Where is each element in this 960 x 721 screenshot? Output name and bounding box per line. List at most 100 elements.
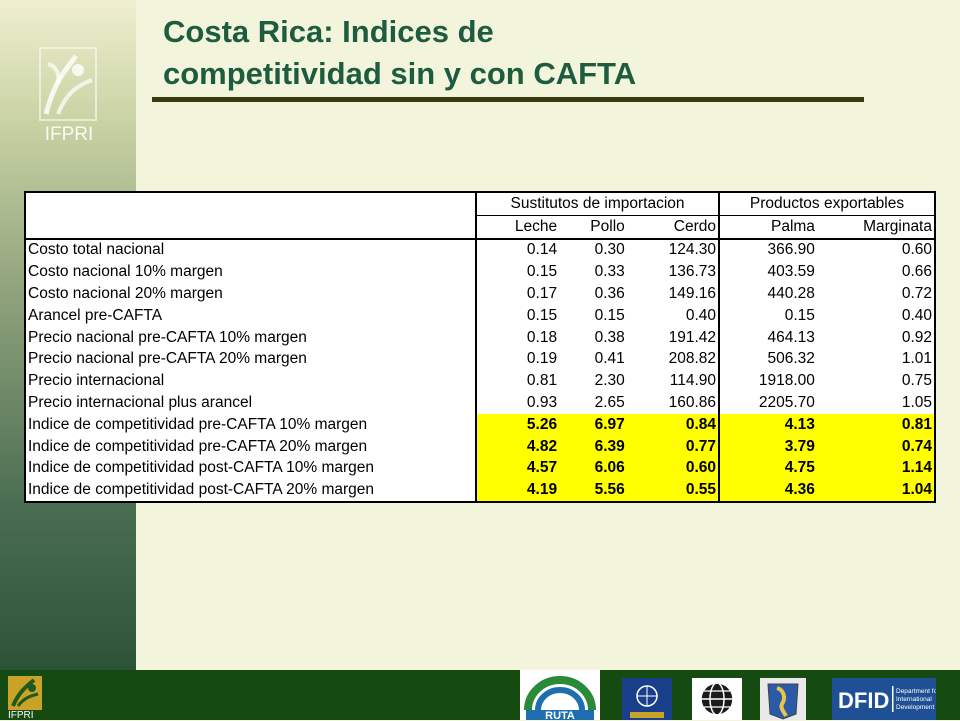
world-bank-logo <box>692 678 742 720</box>
column-header-palma: Palma <box>719 215 817 240</box>
cell-palma: 506.32 <box>767 350 815 368</box>
cell-pollo: 0.41 <box>594 350 625 368</box>
table-row: Precio internacional 0.81 2.30 114.90 1918.0… <box>26 370 934 393</box>
ruta-logo-text: RUTA <box>545 710 575 720</box>
ifpri-logo-icon <box>39 47 97 121</box>
cell-palma: 4.13 <box>719 413 817 436</box>
dfid-logo: DFID Department for International Develo… <box>832 678 936 720</box>
cell-pollo: 0.33 <box>594 263 625 281</box>
cell-marginata: 1.05 <box>901 393 932 411</box>
data-table: Sustitutos de importacion Productos expo… <box>26 193 934 501</box>
cell-leche: 0.14 <box>526 241 558 259</box>
cell-pollo: 2.30 <box>594 372 625 390</box>
cell-leche: 0.15 <box>526 263 558 281</box>
cell-cerdo: 0.84 <box>626 413 721 436</box>
cell-palma: 3.79 <box>719 435 817 458</box>
column-header-cerdo: Cerdo <box>626 215 721 240</box>
cell-marginata: 0.75 <box>901 372 932 390</box>
americas-logo <box>760 678 806 720</box>
cell-palma: 440.28 <box>767 285 815 303</box>
cell-pollo: 5.56 <box>559 479 627 501</box>
header-row-columns: Leche Pollo Cerdo Palma Marginata <box>26 215 934 240</box>
title-line-1: Costa Rica: Indices de <box>163 14 494 49</box>
header-row-groups: Sustitutos de importacion Productos expo… <box>26 193 934 216</box>
cell-cerdo: 0.40 <box>626 304 721 327</box>
ifpri-footer-icon <box>8 676 42 710</box>
row-label: Indice de competitividad post-CAFTA 20% … <box>26 479 477 501</box>
row-label: Precio internacional plus arancel <box>26 392 477 414</box>
cell-cerdo: 114.90 <box>626 370 721 393</box>
dfid-logo-text: DFID <box>838 688 889 713</box>
table-row: Indice de competitividad post-CAFTA 10% … <box>26 457 934 480</box>
footer-ifpri-text: IFPRI <box>8 710 34 721</box>
cell-cerdo: 208.82 <box>626 348 721 371</box>
cell-marginata: 0.72 <box>901 285 932 303</box>
ruta-logo: RUTA <box>520 670 600 720</box>
row-label: Precio internacional <box>26 370 477 393</box>
cell-palma: 403.59 <box>767 263 815 281</box>
svg-text:International: International <box>896 696 932 703</box>
cell-leche: 0.15 <box>526 306 558 324</box>
row-label: Indice de competitividad post-CAFTA 10% … <box>26 457 477 480</box>
cell-cerdo: 0.77 <box>626 435 721 458</box>
cell-palma: 1918.00 <box>758 372 815 390</box>
cell-leche: 0.81 <box>526 372 558 390</box>
cell-leche: 4.57 <box>476 457 560 480</box>
cell-cerdo: 160.86 <box>626 392 721 414</box>
cell-palma: 2205.70 <box>758 393 815 411</box>
un-logo <box>622 678 672 720</box>
cell-pollo: 0.36 <box>594 285 625 303</box>
cell-marginata: 1.14 <box>816 457 934 480</box>
title-line-2: competitividad sin y con CAFTA <box>163 56 637 91</box>
row-label: Costo nacional 20% margen <box>26 283 477 305</box>
table-row: Precio internacional plus arancel 0.93 2.6… <box>26 392 934 414</box>
header-empty-cell <box>26 193 477 216</box>
cell-marginata: 0.66 <box>901 263 932 281</box>
table-row: Precio nacional pre-CAFTA 20% margen 0.19… <box>26 348 934 371</box>
cell-cerdo: 149.16 <box>626 283 721 305</box>
column-header-marginata: Marginata <box>816 215 934 240</box>
cell-pollo: 0.30 <box>594 241 625 259</box>
table-row: Costo total nacional 0.14 0.30 124.30 366.90… <box>26 238 934 262</box>
cell-pollo: 0.15 <box>594 306 625 324</box>
table-row: Indice de competitividad post-CAFTA 20% … <box>26 479 934 501</box>
row-label: Indice de competitividad pre-CAFTA 20% m… <box>26 435 477 458</box>
row-label: Arancel pre-CAFTA <box>26 304 477 327</box>
svg-text:Development: Development <box>896 704 934 711</box>
row-label: Indice de competitividad pre-CAFTA 10% m… <box>26 413 477 436</box>
group-header-export: Productos exportables <box>719 193 934 216</box>
competitiveness-table: Sustitutos de importacion Productos expo… <box>24 191 936 503</box>
footer-bar: IFPRI RUTA DFID Department for Internati… <box>0 670 960 721</box>
cell-leche: 5.26 <box>476 413 560 436</box>
cell-marginata: 0.74 <box>816 435 934 458</box>
table-row: Costo nacional 10% margen 0.15 0.33 136.73 4… <box>26 261 934 284</box>
ifpri-logo-text: IFPRI <box>44 124 94 145</box>
cell-leche: 0.17 <box>526 285 558 303</box>
title-underline <box>152 97 864 102</box>
cell-palma: 366.90 <box>767 241 815 259</box>
cell-leche: 4.82 <box>476 435 560 458</box>
row-label: Precio nacional pre-CAFTA 10% margen <box>26 326 477 349</box>
cell-pollo: 2.65 <box>594 393 625 411</box>
row-label: Precio nacional pre-CAFTA 20% margen <box>26 348 477 371</box>
cell-palma: 464.13 <box>767 328 815 346</box>
cell-cerdo: 191.42 <box>626 326 721 349</box>
cell-pollo: 6.97 <box>559 413 627 436</box>
cell-palma: 4.36 <box>719 479 817 501</box>
svg-text:Department for: Department for <box>896 688 936 695</box>
cell-cerdo: 124.30 <box>626 238 721 262</box>
cell-palma: 4.75 <box>719 457 817 480</box>
cell-cerdo: 136.73 <box>626 261 721 284</box>
cell-cerdo: 0.60 <box>626 457 721 480</box>
cell-marginata: 0.40 <box>901 306 932 324</box>
page-title: Costa Rica: Indices de competitividad si… <box>163 11 636 95</box>
table-row: Indice de competitividad pre-CAFTA 20% m… <box>26 435 934 458</box>
cell-pollo: 0.38 <box>594 328 625 346</box>
cell-marginata: 0.60 <box>901 241 932 259</box>
cell-palma: 0.15 <box>784 306 815 324</box>
table-body: Costo total nacional 0.14 0.30 124.30 366.90… <box>26 238 934 501</box>
table-row: Precio nacional pre-CAFTA 10% margen 0.18… <box>26 326 934 349</box>
cell-leche: 0.93 <box>526 393 558 411</box>
header-empty-cell <box>26 215 477 240</box>
cell-marginata: 1.04 <box>816 479 934 501</box>
